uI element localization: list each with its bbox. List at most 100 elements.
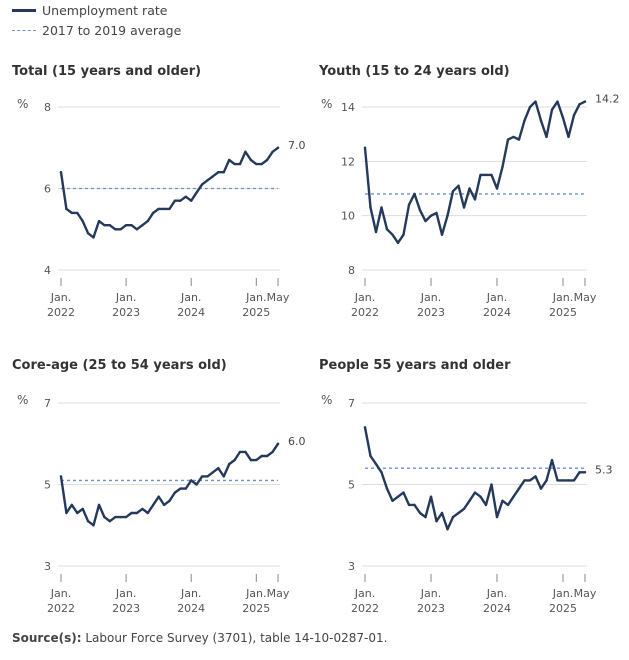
chart2-data-point	[369, 206, 372, 209]
chart3-data-point	[59, 475, 63, 478]
chart1-data-point	[168, 207, 171, 211]
chart1-data-point	[130, 224, 133, 227]
chart2-data-point	[495, 187, 499, 190]
chart2-data-point	[572, 114, 576, 117]
chart3-x-tick-year: 2022	[47, 602, 75, 615]
chart2-data-point	[391, 233, 394, 236]
chart4-data-point	[484, 503, 488, 507]
chart1-series-line	[59, 146, 280, 239]
chart4-y-unit: %	[321, 393, 332, 407]
chart2-data-point	[517, 138, 521, 141]
chart2-x-tick-label: Jan.	[486, 291, 507, 304]
chart3-x-tick-label: Jan.	[50, 587, 71, 600]
chart3-x-tick-label: Jan.	[180, 587, 201, 600]
chart3-data-point	[228, 462, 231, 466]
chart3-y-tick-label: 7	[44, 397, 51, 410]
chart1-x-tick-label: Jan.	[245, 291, 266, 304]
chart4-data-point	[380, 471, 383, 474]
chart2-y-tick-label: 14	[341, 101, 355, 114]
chart3-data-point	[108, 520, 112, 523]
chart1-data-point	[228, 158, 231, 162]
chart1-data-point	[108, 224, 112, 227]
chart2-x-tick-year: 2025	[549, 306, 577, 319]
chart1-data-point	[200, 183, 204, 186]
chart4-data-point	[501, 499, 504, 502]
source-note: Source(s): Labour Force Survey (3701), t…	[12, 631, 387, 645]
chart3-data-point	[168, 499, 171, 502]
chart2-data-point	[396, 241, 400, 244]
chart1-data-point	[173, 199, 177, 202]
chart3-data-point	[65, 511, 68, 515]
chart4-y-tick-label: 7	[348, 397, 355, 410]
chart2-data-point	[468, 187, 471, 190]
chart1-x-tick-year: 2025	[242, 306, 270, 319]
chart2-data-point	[457, 184, 460, 187]
chart3-data-point	[195, 483, 198, 486]
chart1-x-tick-year: 2023	[112, 306, 140, 319]
chart1-data-point	[190, 199, 193, 202]
chart2-data-point	[462, 206, 466, 209]
chart2-data-point	[484, 173, 488, 177]
chart4-x-tick-label: Jan.	[486, 587, 507, 600]
chart2-x-tick-label: Jan.	[552, 291, 573, 304]
chart4-x-tick-year: 2023	[417, 602, 445, 615]
chart2-data-point	[363, 146, 367, 149]
legend-item-average[interactable]: 2017 to 2019 average	[12, 20, 181, 40]
chart2-data-point	[413, 192, 416, 196]
chart2-y-tick-label: 12	[341, 155, 355, 168]
chart2-data-point	[418, 209, 422, 212]
chart1-data-point	[124, 224, 128, 227]
chart1-data-point	[114, 228, 117, 231]
chart4-x-tick-label: Jan.	[420, 587, 441, 600]
chart4-x-tick-label: Jan.	[552, 587, 573, 600]
chart3-data-point	[276, 442, 280, 445]
chart4-data-point	[413, 503, 416, 507]
chart4-data-point	[473, 491, 477, 494]
chart3-y-tick-label: 5	[44, 479, 51, 492]
chart4-x-tick-year: 2025	[549, 602, 577, 615]
legend-item-series[interactable]: Unemployment rate	[12, 0, 181, 20]
chart1-data-point	[184, 195, 187, 198]
chart2-data-point	[550, 108, 554, 111]
chart4-y-tick-label: 5	[348, 479, 355, 492]
chart4-data-point	[457, 511, 460, 515]
chart2-data-point	[556, 100, 559, 103]
chart1-data-point	[271, 150, 274, 153]
chart2-y-tick-label: 10	[341, 210, 355, 223]
chart3-x-tick-label: Jan.	[245, 587, 266, 600]
chart3-data-point	[81, 507, 84, 511]
chart1-data-point	[81, 219, 84, 223]
chart2-x-tick-label: Jan.	[354, 291, 375, 304]
chart3-data-point	[255, 458, 258, 462]
chart1-data-point	[86, 232, 90, 235]
chart2-data-point	[534, 100, 537, 103]
chart3-data-point	[265, 454, 269, 458]
chart3-data-point	[141, 507, 144, 511]
chart3-data-point	[244, 450, 247, 454]
chart1-y-unit: %	[17, 97, 28, 111]
chart3-data-point	[260, 454, 263, 458]
chart1-data-point	[119, 228, 122, 231]
chart3-data-point	[130, 511, 133, 515]
chart1-data-point	[152, 211, 155, 215]
chart3-x-tick-year: 2025	[242, 602, 270, 615]
chart4-data-point	[451, 515, 455, 519]
chart1-data-point	[92, 236, 95, 239]
chart1-data-point	[70, 211, 74, 215]
chart4-data-point	[435, 520, 438, 523]
chart2-data-point	[479, 173, 482, 177]
chart4-data-point	[495, 515, 499, 519]
chart1-x-tick-label: Jan.	[115, 291, 136, 304]
chart3-data-point	[217, 467, 220, 470]
chart1-data-point	[249, 158, 253, 162]
chart2-data-point	[528, 105, 532, 109]
chart1-data-point	[217, 171, 220, 174]
chart2-y-unit: %	[321, 97, 332, 111]
chart3-data-point	[135, 511, 139, 515]
chart1-data-point	[255, 162, 258, 166]
legend-label-series: Unemployment rate	[42, 2, 168, 18]
chart2-data-point	[501, 165, 504, 168]
chart1-data-point	[59, 171, 63, 174]
chart2-data-point	[473, 198, 477, 201]
legend-swatch-series	[12, 8, 36, 12]
